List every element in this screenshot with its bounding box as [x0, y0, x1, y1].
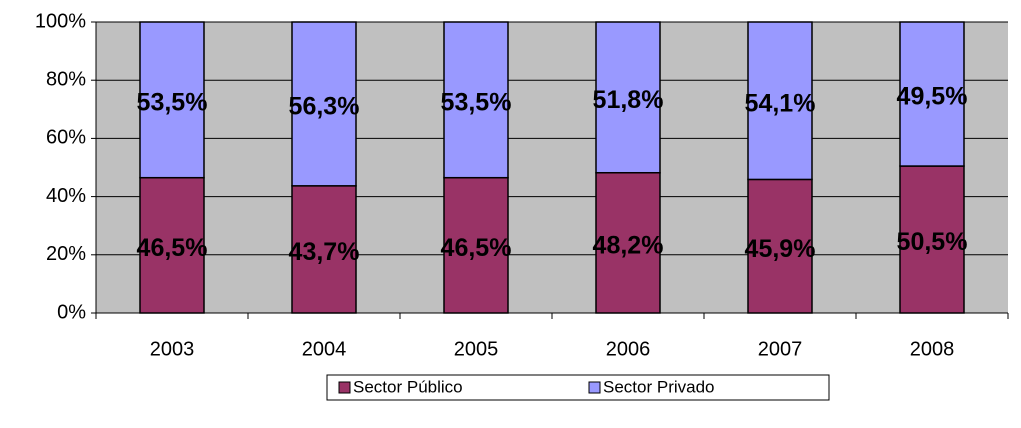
- bar-segment: [747, 21, 813, 181]
- value-label: 56,3%: [289, 93, 360, 121]
- y-tick-label: 60%: [46, 127, 86, 149]
- value-label: 51,8%: [593, 86, 664, 114]
- value-label: 49,5%: [897, 83, 968, 111]
- value-label: 53,5%: [137, 88, 208, 116]
- bar-segment: [595, 171, 661, 314]
- x-tick-label: 2007: [758, 338, 803, 360]
- bar-segment: [899, 21, 965, 167]
- value-label: 53,5%: [441, 88, 512, 116]
- x-tick-label: 2004: [302, 338, 347, 360]
- legend-label: Sector Privado: [603, 377, 715, 396]
- bar-segment: [443, 176, 509, 314]
- value-label: 54,1%: [745, 89, 816, 117]
- value-label: 43,7%: [289, 238, 360, 266]
- legend-label: Sector Público: [353, 377, 463, 396]
- bar-segment: [747, 178, 813, 314]
- y-tick-label: 40%: [46, 185, 86, 207]
- legend-swatch: [588, 381, 601, 394]
- value-label: 46,5%: [137, 234, 208, 262]
- x-tick-label: 2005: [454, 338, 499, 360]
- bar-segment: [595, 21, 661, 174]
- bar-segment: [139, 21, 205, 179]
- y-tick-label: 100%: [35, 10, 86, 32]
- x-tick-label: 2006: [606, 338, 651, 360]
- plot-area: [96, 22, 1008, 313]
- bar-segment: [139, 176, 205, 314]
- value-label: 48,2%: [593, 231, 664, 259]
- value-label: 46,5%: [441, 234, 512, 262]
- legend-swatch: [338, 381, 351, 394]
- value-label: 45,9%: [745, 235, 816, 263]
- x-tick-label: 2003: [150, 338, 195, 360]
- x-tick-label: 2008: [910, 338, 955, 360]
- y-tick-label: 20%: [46, 243, 86, 265]
- y-tick-label: 80%: [46, 68, 86, 90]
- value-label: 50,5%: [897, 228, 968, 256]
- y-tick-label: 0%: [57, 301, 86, 323]
- legend-box: [326, 374, 830, 401]
- bar-segment: [443, 21, 509, 179]
- bar-segment: [291, 21, 357, 187]
